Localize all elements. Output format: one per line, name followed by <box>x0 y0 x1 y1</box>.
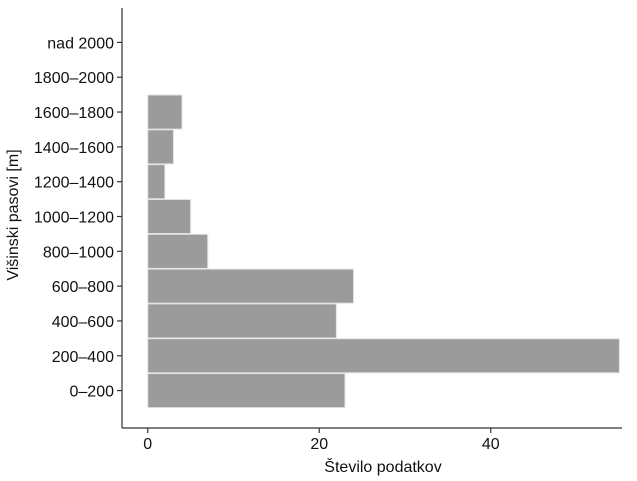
bar-1200–1400 <box>147 164 166 200</box>
y-tick-label: 1200–1400 <box>34 175 114 192</box>
y-tick-label: 1000–1200 <box>34 210 114 227</box>
bar-600–800 <box>147 268 355 304</box>
y-tick-label: 600–800 <box>52 279 114 296</box>
y-axis-title: Višinski pasovi [m] <box>5 149 22 280</box>
x-axis-title: Število podatkov <box>324 457 441 476</box>
bar-200–400 <box>147 338 620 374</box>
y-tick-label: 200–400 <box>52 349 114 366</box>
bar-1000–1200 <box>147 198 192 235</box>
x-tick-label: 0 <box>143 436 152 453</box>
y-tick-label: 400–600 <box>52 314 114 331</box>
y-ticks-group: 0–200 200–400 400–600 600–800 800–1000 1000–1… <box>34 35 122 401</box>
bar-400–600 <box>147 303 337 339</box>
bar-1600–1800 <box>147 94 183 130</box>
y-tick-label: 800–1000 <box>43 244 114 261</box>
y-tick-label: nad 2000 <box>47 35 114 52</box>
bar-1400–1600 <box>147 129 174 165</box>
x-ticks-group: 0 20 40 <box>143 428 500 453</box>
bar-0–200 <box>147 373 346 409</box>
bars-group <box>147 94 620 409</box>
y-tick-label: 1800–2000 <box>34 70 114 87</box>
bar-800–1000 <box>147 233 209 269</box>
y-tick-label: 1600–1800 <box>34 105 114 122</box>
y-tick-label: 1400–1600 <box>34 140 114 157</box>
x-tick-label: 40 <box>482 436 500 453</box>
x-tick-label: 20 <box>310 436 328 453</box>
y-tick-label: 0–200 <box>70 384 115 401</box>
